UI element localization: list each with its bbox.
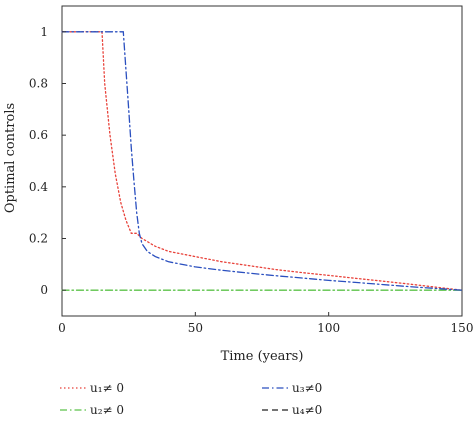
legend-label-u4: u₄≠0 — [292, 403, 322, 417]
x-axis-title: Time (years) — [221, 349, 304, 364]
y-tick-label: 0.2 — [29, 232, 48, 246]
series-line-u3 — [61, 31, 463, 291]
x-tick-label: 0 — [58, 321, 66, 335]
y-tick-label: 0.8 — [29, 77, 48, 91]
x-tick-label: 50 — [188, 321, 203, 335]
y-axis-title: Optimal controls — [3, 103, 18, 213]
y-tick-label: 0 — [40, 283, 48, 297]
legend-label-u3: u₃≠0 — [292, 381, 322, 395]
y-tick-label: 0.6 — [29, 128, 48, 142]
legend-label-u1: u₁≠ 0 — [90, 381, 124, 395]
x-tick-label: 100 — [317, 321, 340, 335]
plot-area-frame — [61, 5, 463, 317]
series-line-u1 — [61, 31, 463, 291]
y-tick-label: 1 — [40, 25, 48, 39]
legend-label-u2: u₂≠ 0 — [90, 403, 124, 417]
x-tick-label: 150 — [451, 321, 474, 335]
y-tick-label: 0.4 — [29, 180, 48, 194]
